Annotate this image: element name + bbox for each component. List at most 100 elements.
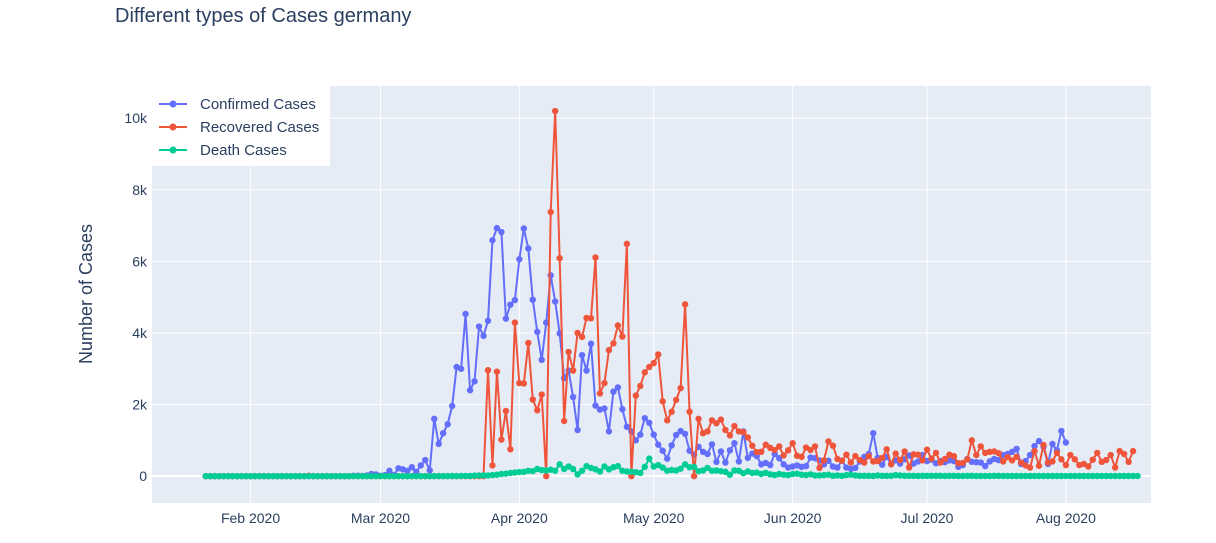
death-cases-point — [923, 472, 931, 479]
death-cases-point — [946, 472, 953, 479]
death-cases-point — [323, 472, 330, 480]
confirmed-cases-point — [605, 428, 613, 435]
recovered-cases-point — [811, 443, 819, 450]
death-cases-point — [1134, 472, 1141, 480]
confirmed-cases-point — [462, 310, 469, 318]
death-cases-point — [556, 461, 563, 468]
recovered-cases-point — [1040, 441, 1047, 449]
recovered-cases-point — [646, 363, 653, 371]
recovered-cases-point — [744, 434, 752, 441]
death-cases-point — [614, 462, 622, 470]
legend: Confirmed Cases Recovered Cases Death Case… — [152, 86, 330, 166]
recovered-cases-point — [852, 452, 859, 460]
confirmed-cases-point — [681, 430, 689, 438]
death-cases-point — [1089, 472, 1096, 480]
recovered-cases-point — [829, 442, 837, 449]
confirmed-cases-point — [1026, 451, 1034, 459]
recovered-cases-point — [973, 451, 980, 459]
confirmed-cases-point — [493, 224, 501, 232]
confirmed-cases-point — [516, 256, 523, 263]
death-cases-point — [977, 472, 984, 480]
confirmed-cases-point — [569, 393, 577, 401]
confirmed-cases-point — [610, 388, 617, 395]
death-cases-point — [386, 472, 393, 480]
death-cases-point — [390, 472, 398, 480]
confirmed-cases-point — [498, 228, 505, 236]
recovered-cases-point — [1062, 461, 1070, 469]
death-cases-point — [211, 472, 218, 480]
death-cases-point — [457, 472, 465, 480]
death-cases-point — [453, 472, 460, 480]
confirmed-cases-point — [834, 464, 841, 471]
death-cases-point — [260, 472, 268, 480]
confirmed-cases-point — [619, 406, 626, 413]
death-cases-point — [578, 467, 586, 474]
recovered-cases-point — [964, 456, 971, 463]
death-cases-point — [646, 455, 653, 462]
recovered-cases-point — [883, 446, 890, 453]
recovered-cases-point — [780, 452, 787, 459]
recovered-cases-point — [623, 240, 631, 248]
recovered-cases-point — [1031, 447, 1038, 455]
confirmed-cases-point — [480, 332, 487, 340]
legend-swatch-marker — [169, 123, 177, 131]
recovered-cases-point — [798, 453, 805, 461]
recovered-cases-point — [820, 457, 828, 464]
death-cases-point — [475, 472, 483, 479]
death-cases-point — [901, 472, 908, 479]
confirmed-cases-point — [717, 448, 725, 455]
death-cases-point — [950, 472, 958, 479]
death-cases-point — [1071, 472, 1079, 480]
recovered-cases-point — [861, 459, 868, 466]
death-cases-series — [202, 455, 1141, 480]
recovered-cases-point — [865, 452, 872, 460]
recovered-cases-point — [484, 367, 492, 374]
y-tick-label: 10k — [124, 110, 148, 126]
death-cases-point — [327, 472, 335, 480]
death-cases-point — [1058, 472, 1065, 480]
recovered-cases-point — [977, 443, 984, 450]
death-cases-point — [247, 472, 254, 480]
death-cases-point — [408, 472, 416, 480]
confirmed-cases-point — [551, 298, 559, 305]
death-cases-point — [1044, 472, 1052, 480]
death-cases-point — [1022, 472, 1029, 480]
death-cases-point — [865, 472, 872, 479]
confirmed-cases-point — [422, 456, 429, 464]
recovered-cases-point — [932, 449, 940, 457]
confirmed-cases-point — [529, 296, 536, 303]
confirmed-cases-point — [731, 440, 738, 447]
recovered-cases-point — [614, 322, 622, 329]
death-cases-point — [726, 471, 734, 478]
death-cases-point — [516, 468, 523, 476]
legend-swatch-marker — [169, 100, 177, 108]
death-cases-point — [637, 469, 644, 477]
recovered-cases-point — [704, 428, 711, 435]
recovered-cases-point — [874, 457, 881, 465]
confirmed-cases-point — [547, 272, 554, 279]
confirmed-cases-point — [982, 462, 989, 470]
recovered-cases-point — [887, 461, 895, 468]
death-cases-point — [991, 472, 998, 479]
confirmed-cases-point — [879, 461, 886, 468]
x-tick-label: Feb 2020 — [221, 510, 280, 526]
confirmed-cases-point — [489, 237, 496, 244]
y-tick-label: 6k — [132, 253, 148, 269]
death-cases-point — [216, 472, 223, 480]
confirmed-cases-point — [870, 430, 877, 437]
y-tick-label: 2k — [132, 397, 148, 413]
death-cases-point — [1035, 472, 1043, 480]
recovered-cases-point — [663, 417, 671, 424]
death-cases-point — [999, 472, 1007, 480]
death-cases-point — [426, 472, 433, 480]
confirmed-cases-point — [708, 441, 716, 448]
death-cases-point — [314, 472, 321, 480]
death-cases-point — [413, 472, 420, 480]
confirmed-cases-point — [1058, 427, 1065, 435]
confirmed-cases-point — [672, 431, 680, 439]
recovered-cases-point — [892, 450, 899, 457]
death-cases-point — [677, 465, 684, 472]
confirmed-cases-point — [583, 367, 590, 374]
confirmed-cases-point — [417, 462, 424, 469]
death-cases-point — [336, 472, 344, 480]
